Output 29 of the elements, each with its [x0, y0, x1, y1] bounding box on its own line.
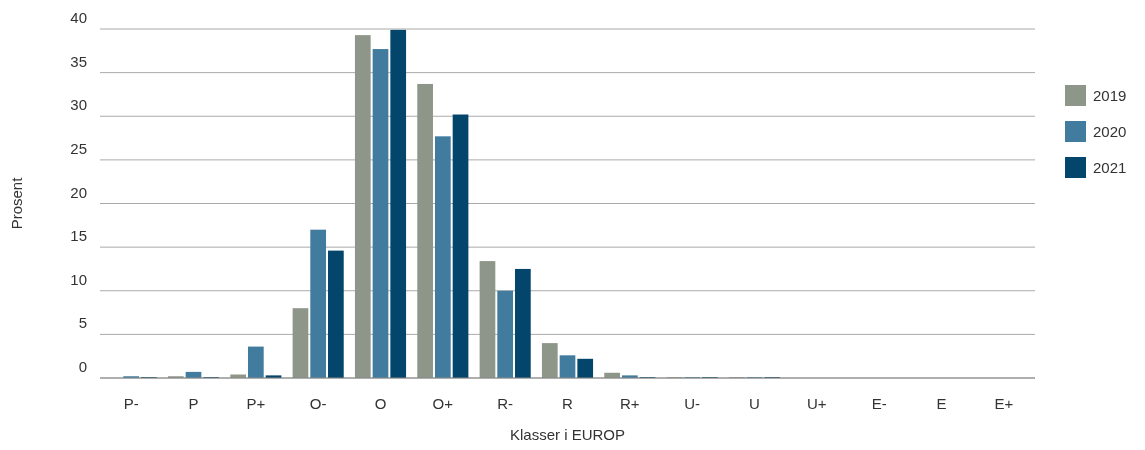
x-tick-label: U — [749, 395, 760, 412]
x-tick-label: R- — [497, 395, 514, 412]
y-tick-label: 15 — [70, 227, 87, 245]
y-axis-title: Prosent — [8, 176, 25, 230]
y-tick-label: 0 — [78, 358, 87, 375]
x-tick-label: E- — [871, 395, 887, 412]
y-tick-label: 30 — [70, 96, 87, 114]
x-axis-title: Klasser i EUROP — [509, 426, 626, 443]
x-tick-label: U- — [684, 395, 701, 412]
legend-label: 2019 — [1093, 87, 1127, 104]
x-tick-label: U+ — [807, 395, 827, 412]
x-tick-label: R+ — [620, 395, 640, 412]
x-tick-label: P+ — [246, 395, 266, 412]
legend-label: 2021 — [1093, 159, 1127, 176]
y-tick-label: 40 — [70, 9, 87, 26]
x-tick-label: P- — [123, 395, 139, 412]
y-tick-label: 20 — [70, 183, 87, 201]
y-tick-label: 10 — [70, 270, 87, 288]
x-tick-label: O — [374, 395, 387, 412]
x-tick-label: O+ — [432, 395, 454, 412]
legend-label: 2020 — [1093, 123, 1127, 140]
y-tick-label: 35 — [70, 52, 87, 70]
x-tick-label: E+ — [994, 395, 1014, 412]
y-tick-label: 25 — [70, 139, 87, 157]
x-tick-label: E — [936, 395, 947, 412]
x-tick-label: P — [188, 395, 199, 412]
x-tick-label: R — [562, 395, 574, 412]
y-tick-label: 5 — [78, 314, 87, 332]
x-tick-label: O- — [309, 395, 327, 412]
